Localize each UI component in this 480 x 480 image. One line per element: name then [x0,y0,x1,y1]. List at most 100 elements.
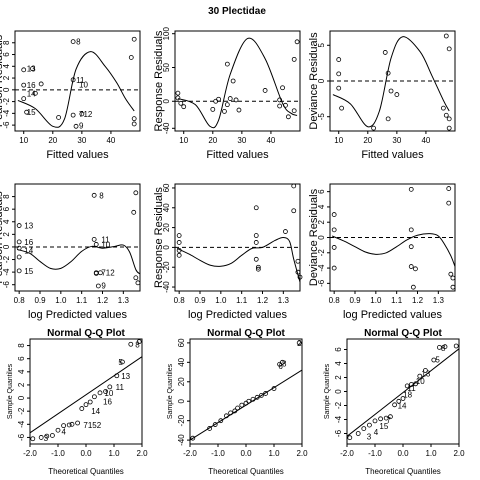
data-point [443,33,449,39]
data-point [16,245,22,251]
point-label: 7 [386,416,391,425]
data-point [87,399,93,405]
data-point [16,239,22,245]
x-tick-label: 1.0 [370,296,382,305]
data-point [21,96,27,102]
data-point [223,413,229,419]
x-axis-label: Theoretical Quantiles [208,467,284,476]
point-label: 712 [101,269,115,278]
plot-frame [174,183,301,292]
data-point [212,422,218,427]
y-tick-label: 6 [17,356,26,361]
data-point [417,373,423,379]
data-point [30,66,35,72]
data-point [176,240,182,245]
data-point [396,398,402,404]
y-tick-label: -40 [162,281,171,293]
x-tick-label: 20 [48,136,57,145]
smooth-curve [177,37,298,129]
data-point [79,111,85,117]
data-point [263,391,269,396]
data-point [450,284,456,290]
data-point [408,244,414,250]
y-tick-label: -2 [2,97,11,105]
point-label: 10 [416,377,425,386]
data-point [21,82,27,88]
data-point [131,116,137,122]
y-tick-label: -6 [334,429,343,437]
y-axis-label: Response Residuals [153,187,165,288]
y-tick-label: -6 [317,279,326,287]
data-point [93,242,99,247]
x-tick-label: 1.0 [108,449,120,458]
data-point [131,209,137,215]
data-point [207,426,213,431]
point-label: 5 [435,355,440,364]
data-point [262,88,268,93]
data-point [400,396,406,401]
x-tick-label: 0.0 [240,449,252,458]
data-point [336,71,342,77]
x-axis-label: Theoretical Quantiles [365,467,441,476]
qq-title: Normal Q-Q Plot [207,328,285,339]
data-point [296,340,302,346]
data-point [56,115,62,120]
x-tick-label: 1.0 [215,296,227,305]
data-point [283,229,288,234]
point-label: 5 [118,358,123,367]
y-tick-label: -20 [177,414,186,426]
point-label: 16 [103,397,112,406]
data-point [32,90,38,96]
data-point [254,394,260,400]
data-point [446,200,452,206]
y-tick-label: 8 [2,194,11,199]
data-point [277,103,283,109]
data-point [16,254,22,260]
x-axis-label: log Predicted values [188,309,288,321]
y-tick-label: 40 [177,357,186,366]
point-label: 6 [278,362,283,371]
x-tick-label: 40 [106,136,115,145]
data-point [295,269,301,275]
data-point [253,240,259,245]
data-point [224,61,230,67]
data-point [176,252,182,258]
point-label: 16 [27,81,36,90]
data-point [408,264,414,269]
data-point [355,431,361,436]
point-label: 8 [441,344,446,353]
data-point [50,433,55,438]
y-tick-label: 0 [2,87,11,92]
x-tick-label: 0.0 [397,449,409,458]
point-label: 11 [116,383,125,392]
y-tick-label: -4 [2,109,11,117]
data-point [227,96,233,101]
point-label: 4 [374,428,379,437]
data-point [55,427,61,433]
y-tick-label: -4 [334,415,343,423]
data-point [392,402,398,408]
y-tick-label: 6 [334,347,343,352]
qq-reference-line [29,356,143,434]
point-label: 9 [79,122,84,131]
data-point [79,406,85,411]
data-point [239,402,245,408]
data-point [69,421,75,427]
data-point [128,55,134,60]
data-point [297,274,303,280]
data-point [408,186,414,192]
data-point [387,414,393,420]
data-point [70,112,76,118]
data-point [92,394,97,400]
data-point [372,418,378,424]
point-label: 15 [24,267,33,276]
data-point [331,265,337,271]
data-point [135,280,141,286]
data-point [431,357,437,363]
panel-5: 0.8 0.9 1.0 1.1 1.2 1.3 -40 -20 0 20 40 60 log Predi… [153,183,303,321]
y-tick-label: 20 [162,223,171,232]
point-label: 2 [297,339,302,348]
y-tick-label: -2 [334,401,343,409]
data-point [378,416,384,422]
x-tick-label: 0.8 [329,296,341,305]
